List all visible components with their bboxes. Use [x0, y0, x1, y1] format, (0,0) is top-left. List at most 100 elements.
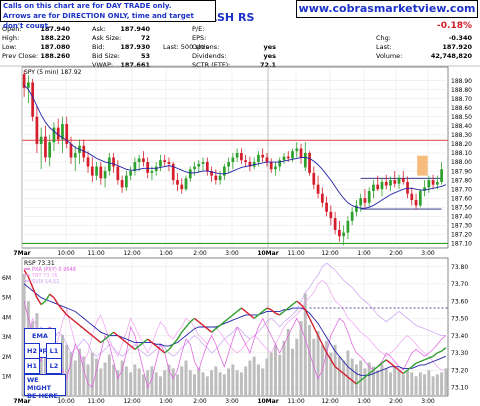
rsp-price-segment: [441, 347, 447, 352]
candle-body: [44, 136, 47, 158]
volume-bar: [171, 368, 175, 396]
volume-bar: [116, 370, 120, 396]
candle-body: [316, 184, 320, 194]
volume-bar: [384, 368, 388, 396]
notice-line-2: Arrows are for DIRECTION ONLY, time and …: [3, 12, 194, 30]
candle-body: [56, 127, 60, 140]
candle-body: [308, 152, 311, 173]
candle-body: [410, 193, 414, 201]
price-sma-line: [23, 84, 447, 209]
volume-bar: [291, 348, 295, 396]
price-x-tick-label: 10Mar: [257, 250, 278, 257]
rsp-price-segment: [385, 359, 391, 364]
candle-body: [329, 211, 333, 219]
rsp-price-segment: [364, 373, 370, 378]
we-might-text: WE MIGHT: [27, 376, 52, 392]
rsp-price-segment: [185, 321, 191, 328]
volume-tick-label: 4M: [2, 314, 11, 321]
rsp-y-tick-label: 73.30: [451, 350, 468, 357]
volume-bar: [431, 376, 435, 396]
rsp-y-tick-label: 73.60: [451, 298, 468, 305]
rsp-price-segment: [275, 312, 280, 316]
candle-body: [418, 190, 422, 206]
candle-body: [65, 124, 69, 144]
candle-body: [201, 162, 205, 164]
volume-bar: [141, 374, 145, 396]
rsp-price-segment: [373, 366, 379, 371]
rsp-price-segment: [168, 343, 174, 350]
rsp-price-segment: [206, 328, 213, 333]
rsp-price-segment: [61, 309, 68, 316]
rsp-price-segment: [266, 307, 272, 311]
rsp-price-segment: [377, 362, 383, 368]
candle-body: [325, 202, 328, 212]
rsp-y-tick-label: 73.20: [451, 367, 468, 374]
svix-line: [23, 262, 446, 357]
rsp-price-segment: [270, 309, 276, 314]
candle-body: [346, 220, 350, 233]
candle-body: [171, 163, 175, 181]
candle-body: [231, 157, 235, 163]
rsp-price-segment: [121, 338, 127, 344]
volume-bar: [103, 362, 107, 396]
volume-bar: [273, 344, 277, 396]
volume-bar: [325, 340, 329, 396]
volume-bar: [69, 352, 73, 396]
rsp-price-segment: [155, 345, 161, 350]
rsp-price-segment: [83, 328, 89, 333]
candle-body: [218, 175, 222, 181]
quote-field-value: 72.1: [260, 61, 277, 69]
volume-bar: [248, 360, 252, 396]
quote-field-value: 187.920: [442, 43, 472, 51]
volume-bar: [43, 344, 47, 396]
quote-field-label: Low:: [2, 43, 17, 51]
price-x-tick-label: 11:00: [287, 250, 304, 257]
rsp-price-segment: [181, 326, 187, 333]
candle-body: [214, 175, 218, 181]
rsp-price-segment: [287, 304, 293, 309]
rsp-price-segment: [338, 369, 345, 375]
rsp-price-segment: [394, 366, 400, 371]
volume-bar: [371, 366, 375, 396]
rsp-x-tick-label: 2:00: [389, 398, 403, 405]
candle-body: [355, 205, 358, 212]
volume-bar: [244, 366, 248, 396]
rsp-x-tick-label: 1:00: [357, 398, 371, 405]
volume-bar: [99, 368, 103, 396]
rsp-price-segment: [351, 379, 357, 385]
rsp-price-segment: [317, 335, 323, 345]
rsp-price-segment: [355, 379, 362, 385]
candle-body: [31, 82, 35, 117]
legend-entry: SVIX 14.51: [32, 279, 59, 285]
volume-bar: [227, 368, 231, 396]
candle-body: [389, 180, 392, 186]
volume-bar: [299, 321, 303, 396]
quote-field-value: 187.940: [40, 25, 70, 33]
rsp-price-segment: [283, 307, 289, 313]
volume-bar: [367, 362, 371, 396]
volume-bar: [78, 348, 82, 396]
rsp-x-tick-label: 11:00: [87, 398, 104, 405]
quote-field-label: SCTR (ETF):: [192, 61, 230, 69]
rsp-price-segment: [360, 376, 366, 382]
candle-body: [299, 148, 303, 158]
price-x-tick-label: 7Mar: [13, 250, 30, 257]
rsp-y-tick-label: 73.80: [451, 264, 468, 271]
rsp-price-segment: [428, 355, 434, 359]
legend-entry: TBT 73.76: [31, 273, 57, 279]
quote-field-label: Ask:: [92, 25, 106, 33]
price-y-tick-label: 188.00: [451, 159, 472, 166]
candle-body: [333, 218, 337, 230]
rsp-price-segment: [343, 373, 349, 378]
price-y-tick-label: 187.20: [451, 232, 472, 239]
rsp-price-segment: [87, 331, 93, 337]
candle-body: [303, 152, 307, 168]
volume-bar: [278, 354, 282, 396]
website-banner[interactable]: www.cobrasmarketview.com: [296, 0, 478, 18]
quote-field-value: yes: [263, 52, 276, 60]
volume-bar: [86, 364, 90, 396]
quote-field-label: Open:: [2, 25, 22, 33]
quote-field-value: 72: [141, 34, 150, 42]
rsp-price-segment: [420, 359, 425, 363]
candle-body: [286, 156, 290, 159]
